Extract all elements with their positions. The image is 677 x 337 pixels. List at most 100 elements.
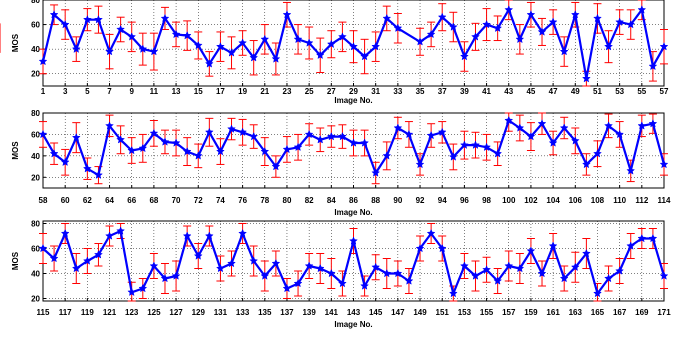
x-tick-label: 100 bbox=[502, 196, 516, 205]
data-point bbox=[182, 231, 192, 240]
data-point bbox=[460, 261, 469, 270]
data-point bbox=[537, 27, 547, 36]
data-point bbox=[127, 145, 137, 155]
data-point bbox=[204, 231, 214, 240]
y-tick-label: 40 bbox=[31, 270, 40, 279]
data-point bbox=[60, 157, 70, 167]
y-tick-label: 40 bbox=[31, 45, 40, 54]
x-tick-label: 82 bbox=[305, 196, 314, 205]
data-point bbox=[82, 164, 92, 173]
x-tick-label: 78 bbox=[260, 196, 269, 205]
data-point bbox=[105, 231, 114, 240]
data-point bbox=[393, 123, 403, 132]
x-tick-label: 55 bbox=[637, 87, 646, 96]
y-tick-label: 60 bbox=[31, 245, 40, 254]
x-tick-label: 43 bbox=[504, 87, 513, 96]
x-tick-label: 153 bbox=[458, 308, 472, 317]
data-point bbox=[437, 243, 447, 253]
data-point bbox=[404, 129, 414, 139]
x-tick-label: 27 bbox=[327, 87, 336, 96]
x-tick-label: 33 bbox=[393, 87, 402, 96]
data-point bbox=[559, 123, 569, 132]
data-point bbox=[637, 5, 647, 14]
x-tick-label: 165 bbox=[591, 308, 605, 317]
x-tick-label: 96 bbox=[460, 196, 469, 205]
data-point bbox=[227, 48, 236, 57]
x-tick-label: 123 bbox=[125, 308, 139, 317]
data-point bbox=[238, 127, 248, 137]
data-point bbox=[448, 22, 458, 31]
data-point bbox=[537, 268, 547, 278]
data-point bbox=[215, 146, 225, 156]
x-tick-label: 70 bbox=[172, 196, 181, 205]
data-point bbox=[570, 136, 580, 145]
x-tick-label: 119 bbox=[81, 308, 94, 317]
data-point bbox=[149, 261, 159, 270]
y-axis-label: MOS bbox=[11, 251, 20, 270]
data-point bbox=[138, 143, 148, 153]
data-point bbox=[326, 131, 336, 141]
x-tick-label: 151 bbox=[436, 308, 450, 317]
x-tick-label: 121 bbox=[103, 308, 117, 317]
data-point bbox=[271, 54, 281, 63]
data-point bbox=[504, 115, 514, 125]
data-point bbox=[437, 12, 447, 21]
data-point bbox=[349, 236, 358, 245]
x-tick-label: 127 bbox=[169, 308, 183, 317]
data-point bbox=[581, 73, 591, 83]
data-point bbox=[282, 283, 292, 293]
data-point bbox=[326, 39, 336, 49]
x-tick-label: 13 bbox=[172, 87, 181, 96]
x-tick-label: 129 bbox=[192, 308, 206, 317]
data-point bbox=[504, 5, 514, 14]
y-tick-label: 80 bbox=[31, 109, 40, 118]
y-tick-label: 20 bbox=[31, 173, 40, 182]
x-axis-label: Image No. bbox=[334, 96, 372, 105]
data-point bbox=[637, 121, 647, 130]
data-point bbox=[82, 15, 92, 24]
y-tick-label: 40 bbox=[31, 152, 40, 161]
data-point bbox=[238, 38, 247, 47]
data-point bbox=[71, 44, 81, 53]
data-point bbox=[448, 288, 458, 298]
data-point bbox=[249, 256, 259, 265]
data-point bbox=[604, 273, 614, 283]
data-point bbox=[415, 37, 425, 46]
data-point bbox=[49, 149, 59, 158]
data-point bbox=[271, 161, 281, 171]
x-tick-label: 19 bbox=[238, 87, 247, 96]
x-tick-label: 94 bbox=[438, 196, 447, 205]
x-tick-label: 58 bbox=[39, 196, 48, 205]
x-tick-label: 1 bbox=[41, 87, 46, 96]
x-tick-label: 51 bbox=[593, 87, 602, 96]
x-tick-label: 131 bbox=[214, 308, 228, 317]
x-tick-label: 66 bbox=[127, 196, 136, 205]
data-point bbox=[393, 268, 403, 278]
x-tick-label: 60 bbox=[61, 196, 70, 205]
data-point bbox=[659, 271, 669, 280]
x-tick-label: 31 bbox=[371, 87, 380, 96]
data-point bbox=[171, 138, 181, 147]
data-point bbox=[249, 131, 259, 141]
x-tick-label: 133 bbox=[236, 308, 250, 317]
x-tick-label: 68 bbox=[149, 196, 158, 205]
x-tick-label: 115 bbox=[37, 308, 50, 317]
x-tick-label: 145 bbox=[369, 308, 383, 317]
data-point bbox=[215, 42, 225, 51]
data-point bbox=[127, 32, 137, 41]
data-point bbox=[648, 119, 658, 128]
data-point bbox=[615, 266, 624, 275]
data-point bbox=[426, 130, 436, 140]
data-point bbox=[648, 61, 658, 71]
data-point bbox=[282, 10, 292, 19]
data-point bbox=[548, 17, 558, 26]
data-point bbox=[193, 251, 203, 260]
data-point bbox=[215, 263, 225, 273]
data-point bbox=[426, 29, 436, 39]
data-point bbox=[382, 151, 392, 160]
data-point bbox=[382, 268, 392, 278]
x-tick-label: 35 bbox=[416, 87, 425, 96]
data-point bbox=[93, 15, 103, 24]
data-point bbox=[526, 10, 536, 19]
